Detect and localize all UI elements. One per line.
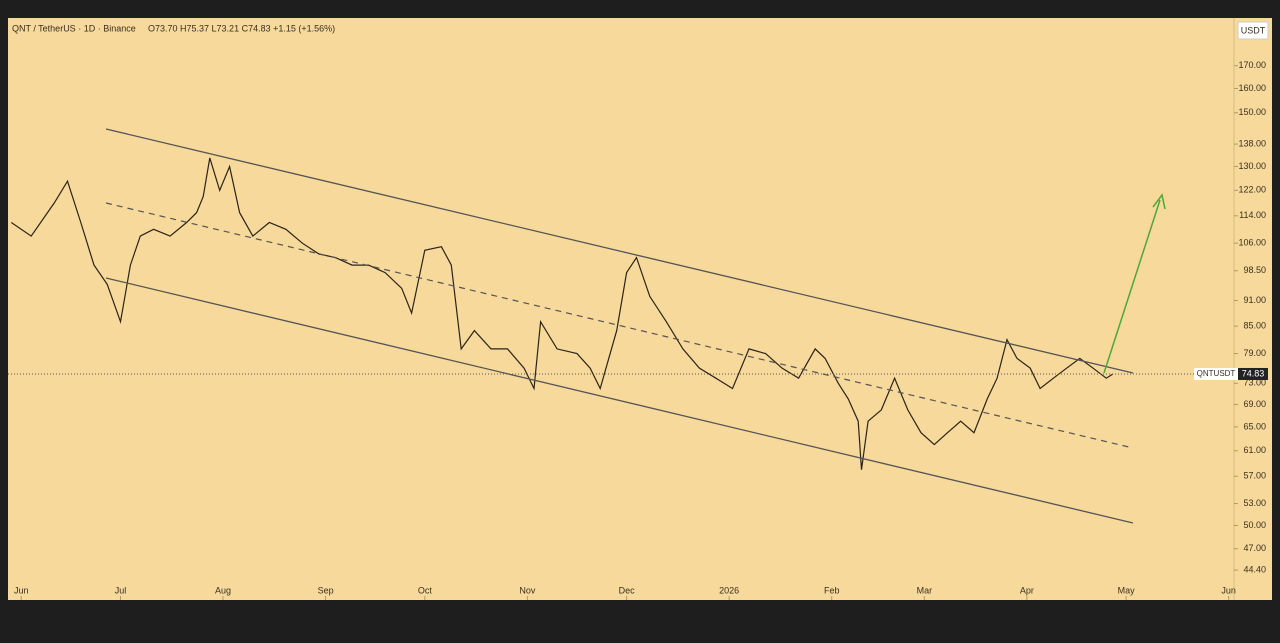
x-tick-label: Apr xyxy=(1020,585,1034,595)
y-tick-label: 73.00 xyxy=(1243,378,1266,388)
x-tick-label: Mar xyxy=(917,585,933,595)
y-tick-label: 65.00 xyxy=(1243,421,1266,431)
chart-panel xyxy=(8,18,1272,600)
channel-lower xyxy=(105,277,1134,524)
currency-label[interactable]: USDT xyxy=(1241,25,1266,35)
y-tick-label: 50.00 xyxy=(1243,520,1266,530)
x-tick-label: Jun xyxy=(14,585,29,595)
y-tick-label: 150.00 xyxy=(1238,107,1266,117)
x-tick-label: Dec xyxy=(619,585,636,595)
x-tick-label: 2026 xyxy=(719,585,739,595)
y-tick-label: 130.00 xyxy=(1238,161,1266,171)
y-tick-label: 47.00 xyxy=(1243,543,1266,553)
y-tick-label: 106.00 xyxy=(1238,238,1266,248)
y-tick-label: 79.00 xyxy=(1243,348,1266,358)
projection-arrowhead xyxy=(1152,193,1166,210)
y-tick-label: 69.00 xyxy=(1243,399,1266,409)
x-tick-label: May xyxy=(1118,585,1136,595)
x-tick-label: Jul xyxy=(115,585,127,595)
projection-arrow xyxy=(1103,199,1161,374)
y-tick-label: 53.00 xyxy=(1243,498,1266,508)
currency-button[interactable] xyxy=(1237,21,1269,40)
x-tick-label: Jun xyxy=(1221,585,1236,595)
channel-upper xyxy=(105,128,1134,374)
y-tick-label: 44.40 xyxy=(1243,564,1266,574)
y-tick-label: 61.00 xyxy=(1243,445,1266,455)
price-label: 74.83 xyxy=(1242,368,1265,378)
y-tick-label: 85.00 xyxy=(1243,320,1266,330)
y-tick-label: 170.00 xyxy=(1238,60,1266,70)
y-tick-label: 98.50 xyxy=(1243,265,1266,275)
price-badge xyxy=(1238,367,1268,380)
y-tick-label: 138.00 xyxy=(1238,138,1266,148)
y-tick-label: 122.00 xyxy=(1238,185,1266,195)
symbol-label: QNTUSDT xyxy=(1197,369,1236,378)
x-tick-label: Aug xyxy=(215,585,231,595)
y-tick-label: 160.00 xyxy=(1238,83,1266,93)
x-tick-label: Nov xyxy=(519,585,536,595)
chart-title: QNT / TetherUS · 1D · Binance xyxy=(12,23,136,33)
y-tick-label: 114.00 xyxy=(1239,210,1266,220)
plot xyxy=(10,157,1114,470)
x-tick-label: Sep xyxy=(318,585,334,595)
price-line xyxy=(10,157,1114,470)
symbol-badge xyxy=(1194,367,1238,380)
x-tick-label: Feb xyxy=(824,585,840,595)
y-tick-label: 91.00 xyxy=(1243,295,1266,305)
x-tick-label: Oct xyxy=(418,585,433,595)
y-tick-label: 57.00 xyxy=(1243,471,1266,481)
ohlc-readout: O73.70 H75.37 L73.21 C74.83 +1.15 (+1.56… xyxy=(148,23,335,33)
